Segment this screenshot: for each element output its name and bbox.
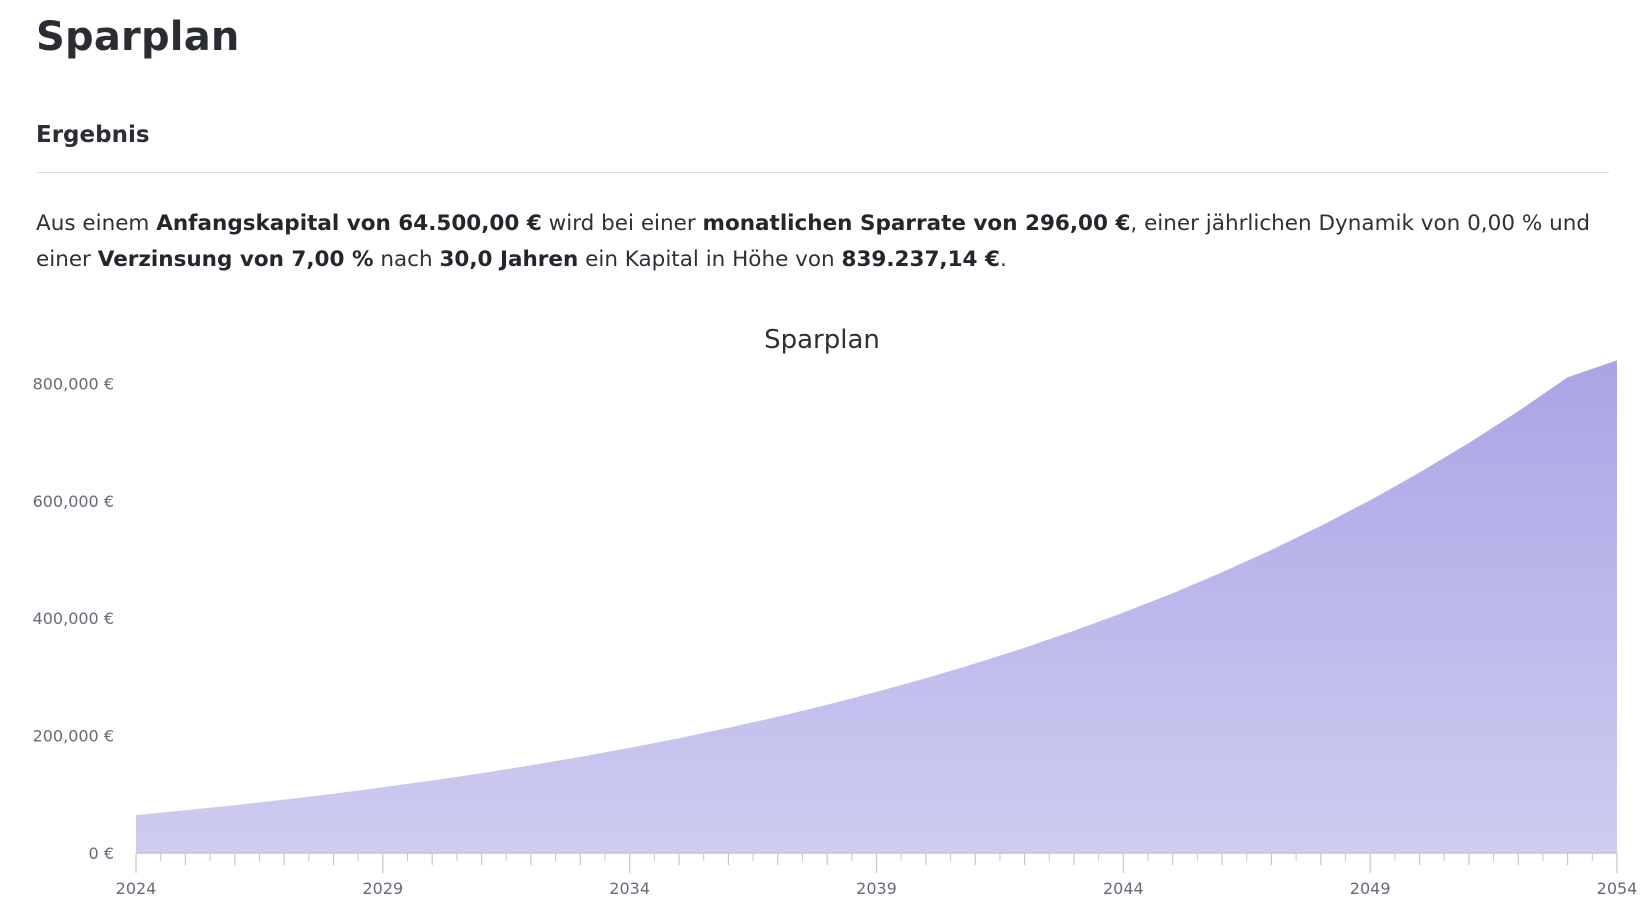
x-tick-label: 2034 bbox=[609, 879, 650, 898]
y-tick-label: 800,000 € bbox=[33, 374, 114, 393]
y-tick-label: 400,000 € bbox=[33, 609, 114, 628]
series-area bbox=[136, 360, 1617, 853]
summary-text: ein Kapital in Höhe von bbox=[578, 247, 842, 272]
section-title: Ergebnis bbox=[36, 122, 150, 148]
summary-monthly-rate: monatlichen Sparrate von 296,00 € bbox=[702, 211, 1131, 236]
chart-title: Sparplan bbox=[764, 325, 880, 355]
x-tick-label: 2024 bbox=[116, 879, 157, 898]
summary-text: wird bei einer bbox=[541, 211, 703, 236]
summary-duration: 30,0 Jahren bbox=[439, 247, 579, 272]
x-tick-label: 2039 bbox=[856, 879, 897, 898]
summary-text: nach bbox=[373, 247, 440, 272]
y-tick-label: 600,000 € bbox=[33, 492, 114, 511]
x-tick-label: 2029 bbox=[362, 879, 403, 898]
x-tick-label: 2054 bbox=[1597, 879, 1638, 898]
result-summary: Aus einem Anfangskapital von 64.500,00 €… bbox=[36, 206, 1616, 278]
summary-initial-capital: Anfangskapital von 64.500,00 € bbox=[156, 211, 542, 236]
summary-text: Aus einem bbox=[36, 211, 157, 236]
summary-final-capital: 839.237,14 € bbox=[841, 247, 1000, 272]
x-tick-label: 2049 bbox=[1350, 879, 1391, 898]
y-tick-label: 0 € bbox=[89, 844, 114, 863]
y-tick-label: 200,000 € bbox=[33, 727, 114, 746]
page-title: Sparplan bbox=[36, 14, 240, 60]
summary-text: , einer jährlichen Dynamik von 0,00 % un… bbox=[36, 211, 1590, 272]
summary-interest: Verzinsung von 7,00 % bbox=[97, 247, 374, 272]
section-divider bbox=[36, 172, 1609, 173]
summary-text: . bbox=[999, 247, 1007, 272]
x-tick-label: 2044 bbox=[1103, 879, 1144, 898]
